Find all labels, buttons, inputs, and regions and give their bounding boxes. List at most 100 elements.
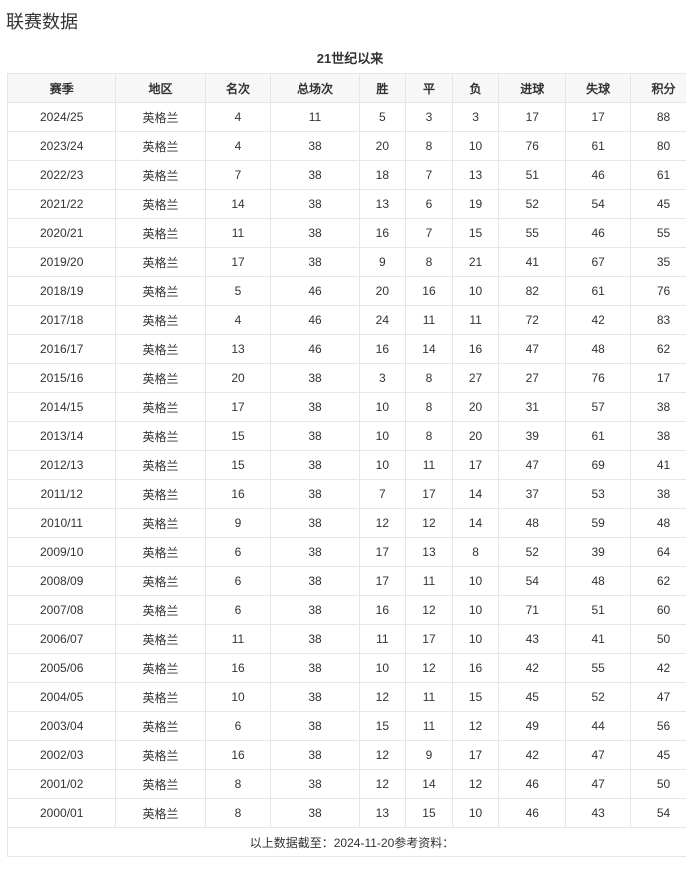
table-cell: 48 xyxy=(565,334,632,364)
table-cell: 44 xyxy=(565,711,632,741)
table-cell: 2019/20 xyxy=(6,247,117,277)
table-cell: 10 xyxy=(358,421,407,451)
column-header: 积分 xyxy=(630,73,686,103)
table-row: 2009/10 英格兰 6 38 17 13 8 52 39 64 xyxy=(6,537,686,567)
table-cell: 英格兰 xyxy=(115,595,206,625)
table-cell: 英格兰 xyxy=(115,189,206,219)
table-cell: 42 xyxy=(565,305,632,335)
table-cell: 37 xyxy=(498,479,567,509)
table-row: 2016/17 英格兰 13 46 16 14 16 47 48 62 xyxy=(6,334,686,364)
table-cell: 8 xyxy=(405,363,453,393)
table-cell: 71 xyxy=(498,595,567,625)
table-cell: 11 xyxy=(405,450,453,480)
table-cell: 16 xyxy=(204,653,272,683)
table-cell: 6 xyxy=(204,711,272,741)
table-cell: 3 xyxy=(358,363,407,393)
table-cell: 12 xyxy=(358,682,407,712)
table-row: 2008/09 英格兰 6 38 17 11 10 54 48 62 xyxy=(6,566,686,596)
table-cell: 6 xyxy=(204,537,272,567)
table-cell: 13 xyxy=(204,334,272,364)
table-cell: 61 xyxy=(630,160,686,190)
table-cell: 38 xyxy=(270,740,360,770)
table-cell: 12 xyxy=(451,769,500,799)
table-cell: 48 xyxy=(630,508,686,538)
table-cell: 2022/23 xyxy=(6,160,117,190)
table-cell: 英格兰 xyxy=(115,247,206,277)
table-cell: 52 xyxy=(498,189,567,219)
table-row: 2022/23 英格兰 7 38 18 7 13 51 46 61 xyxy=(6,160,686,190)
table-cell: 27 xyxy=(451,363,500,393)
table-row: 2018/19 英格兰 5 46 20 16 10 82 61 76 xyxy=(6,276,686,306)
table-cell: 英格兰 xyxy=(115,624,206,654)
table-caption: 21世纪以来 xyxy=(316,51,384,66)
table-cell: 10 xyxy=(358,653,407,683)
table-cell: 27 xyxy=(498,363,567,393)
table-cell: 英格兰 xyxy=(115,102,206,132)
table-cell: 48 xyxy=(498,508,567,538)
table-cell: 47 xyxy=(565,740,632,770)
table-cell: 17 xyxy=(630,363,686,393)
table-cell: 16 xyxy=(451,653,500,683)
table-cell: 15 xyxy=(451,682,500,712)
table-row: 2015/16 英格兰 20 38 3 8 27 27 76 17 xyxy=(6,363,686,393)
table-cell: 2005/06 xyxy=(6,653,117,683)
table-cell: 11 xyxy=(405,682,453,712)
table-cell: 20 xyxy=(451,392,500,422)
table-row: 2024/25 英格兰 4 11 5 3 3 17 17 88 xyxy=(6,102,686,132)
table-cell: 2014/15 xyxy=(6,392,117,422)
table-cell: 18 xyxy=(358,160,407,190)
table-cell: 14 xyxy=(451,479,500,509)
table-cell: 英格兰 xyxy=(115,740,206,770)
table-cell: 38 xyxy=(270,508,360,538)
table-cell: 69 xyxy=(565,450,632,480)
table-cell: 4 xyxy=(204,305,272,335)
table-cell: 50 xyxy=(630,769,686,799)
table-cell: 2021/22 xyxy=(6,189,117,219)
table-row: 2013/14 英格兰 15 38 10 8 20 39 61 38 xyxy=(6,421,686,451)
table-cell: 12 xyxy=(405,653,453,683)
table-cell: 11 xyxy=(358,624,407,654)
table-cell: 62 xyxy=(630,334,686,364)
table-cell: 38 xyxy=(270,218,360,248)
table-cell: 46 xyxy=(270,334,360,364)
table-cell: 9 xyxy=(358,247,407,277)
table-cell: 6 xyxy=(204,595,272,625)
table-cell: 9 xyxy=(405,740,453,770)
table-cell: 17 xyxy=(358,566,407,596)
table-cell: 47 xyxy=(630,682,686,712)
table-cell: 39 xyxy=(565,537,632,567)
table-cell: 46 xyxy=(498,769,567,799)
table-cell: 17 xyxy=(204,392,272,422)
table-cell: 英格兰 xyxy=(115,479,206,509)
table-cell: 48 xyxy=(565,566,632,596)
table-row: 2007/08 英格兰 6 38 16 12 10 71 51 60 xyxy=(6,595,686,625)
table-cell: 47 xyxy=(498,334,567,364)
table-cell: 12 xyxy=(405,595,453,625)
table-row: 2005/06 英格兰 16 38 10 12 16 42 55 42 xyxy=(6,653,686,683)
table-cell: 17 xyxy=(498,102,567,132)
table-cell: 2023/24 xyxy=(6,131,117,161)
table-cell: 10 xyxy=(204,682,272,712)
table-cell: 13 xyxy=(358,189,407,219)
table-cell: 英格兰 xyxy=(115,160,206,190)
table-cell: 59 xyxy=(565,508,632,538)
table-row: 2006/07 英格兰 11 38 11 17 10 43 41 50 xyxy=(6,624,686,654)
table-cell: 61 xyxy=(565,421,632,451)
table-cell: 16 xyxy=(358,218,407,248)
table-cell: 20 xyxy=(204,363,272,393)
table-cell: 2009/10 xyxy=(6,537,117,567)
table-cell: 12 xyxy=(358,740,407,770)
table-cell: 88 xyxy=(630,102,686,132)
table-cell: 8 xyxy=(451,537,500,567)
column-header: 总场次 xyxy=(270,73,360,103)
header-row: 赛季 地区 名次 总场次胜平负进球 失球 积分 xyxy=(6,73,686,103)
table-cell: 38 xyxy=(270,363,360,393)
table-cell: 38 xyxy=(270,479,360,509)
column-header: 胜 xyxy=(358,73,407,103)
table-cell: 13 xyxy=(405,537,453,567)
table-cell: 38 xyxy=(270,131,360,161)
table-cell: 38 xyxy=(270,624,360,654)
table-cell: 46 xyxy=(270,305,360,335)
table-cell: 英格兰 xyxy=(115,334,206,364)
table-cell: 15 xyxy=(451,218,500,248)
